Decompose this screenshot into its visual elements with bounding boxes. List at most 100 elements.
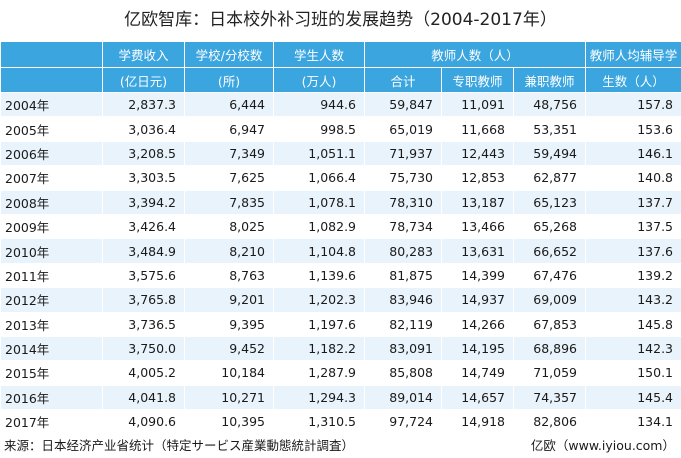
cell-schools: 10,395	[184, 409, 274, 435]
cell-year: 2014年	[0, 335, 103, 362]
cell-schools: 8,763	[184, 262, 274, 289]
cell-tuition: 3,575.6	[102, 262, 185, 289]
data-table: 学费收入 学校/分校数 学生人数 教师人数（人） 教师人均辅导学 (亿日元) (…	[0, 41, 681, 435]
cell-teachers-parttime: 68,896	[512, 335, 587, 362]
header-schools: 学校/分校数	[184, 41, 274, 68]
cell-schools: 8,210	[184, 238, 274, 264]
table-row: 2006年 3,208.5 7,349 1,051.1 71,937 12,443 59,4…	[0, 140, 681, 167]
cell-year: 2007年	[0, 165, 103, 191]
cell-teachers-fulltime: 13,187	[441, 189, 514, 215]
header-students: 学生人数	[273, 41, 365, 68]
cell-ratio: 134.1	[585, 409, 681, 435]
header-teachers: 教师人数（人）	[363, 41, 587, 68]
cell-students: 998.5	[273, 116, 365, 142]
header-year	[0, 41, 103, 68]
cell-schools: 7,625	[184, 165, 274, 191]
header-row-2: (亿日元) (所) (万人) 合计 专职教师 兼职教师 生数（人）	[0, 67, 681, 93]
cell-tuition: 3,750.0	[102, 335, 185, 362]
cell-teachers-fulltime: 12,853	[441, 165, 514, 191]
table-row: 2016年 4,041.8 10,271 1,294.3 89,014 14,657 74,…	[0, 384, 681, 411]
header-teachers-parttime: 兼职教师	[512, 67, 587, 93]
cell-tuition: 4,041.8	[102, 384, 185, 411]
cell-teachers-fulltime: 14,918	[441, 409, 514, 435]
footer: 来源：日本经济产业省统计（特定サービス産業動態統計調査） 亿欧（www.iyio…	[0, 433, 681, 458]
cell-teachers-parttime: 53,351	[512, 116, 587, 142]
cell-students: 1,294.3	[273, 384, 365, 411]
cell-tuition: 3,736.5	[102, 311, 185, 337]
cell-students: 1,139.6	[273, 262, 365, 289]
cell-teachers-parttime: 74,357	[512, 384, 587, 411]
cell-tuition: 4,005.2	[102, 360, 185, 386]
cell-schools: 9,201	[184, 287, 274, 313]
cell-students: 1,287.9	[273, 360, 365, 386]
cell-tuition: 3,765.8	[102, 287, 185, 313]
cell-teachers-fulltime: 12,443	[441, 140, 514, 167]
cell-teachers-total: 85,808	[364, 360, 442, 386]
cell-students: 1,078.1	[273, 189, 365, 215]
cell-teachers-total: 82,119	[364, 311, 442, 337]
cell-teachers-parttime: 65,268	[512, 213, 587, 240]
cell-teachers-fulltime: 14,657	[441, 384, 514, 411]
cell-teachers-parttime: 66,652	[512, 238, 587, 264]
table-row: 2008年 3,394.2 7,835 1,078.1 78,310 13,187 65,1…	[0, 189, 681, 215]
cell-year: 2013年	[0, 311, 103, 337]
cell-tuition: 3,208.5	[102, 140, 185, 167]
table-row: 2005年 3,036.4 6,947 998.5 65,019 11,668 53,351…	[0, 116, 681, 142]
cell-students: 944.6	[273, 91, 365, 118]
cell-students: 1,310.5	[273, 409, 365, 435]
cell-students: 1,082.9	[273, 213, 365, 240]
cell-teachers-fulltime: 11,668	[441, 116, 514, 142]
cell-students: 1,182.2	[273, 335, 365, 362]
cell-teachers-fulltime: 11,091	[441, 91, 514, 118]
cell-schools: 7,835	[184, 189, 274, 215]
cell-ratio: 153.6	[585, 116, 681, 142]
cell-ratio: 146.1	[585, 140, 681, 167]
cell-schools: 8,025	[184, 213, 274, 240]
cell-students: 1,197.6	[273, 311, 365, 337]
cell-ratio: 137.6	[585, 238, 681, 264]
cell-tuition: 3,394.2	[102, 189, 185, 215]
table-row: 2014年 3,750.0 9,452 1,182.2 83,091 14,195 68,8…	[0, 335, 681, 362]
cell-tuition: 3,426.4	[102, 213, 185, 240]
header-ratio: 教师人均辅导学	[585, 41, 681, 68]
cell-teachers-parttime: 71,059	[512, 360, 587, 386]
cell-teachers-total: 97,724	[364, 409, 442, 435]
cell-teachers-fulltime: 14,399	[441, 262, 514, 289]
cell-schools: 9,452	[184, 335, 274, 362]
source-note: 来源：日本经济产业省统计（特定サービス産業動態統計調査）	[4, 438, 355, 453]
cell-teachers-parttime: 59,494	[512, 140, 587, 167]
cell-schools: 6,444	[184, 91, 274, 118]
cell-students: 1,066.4	[273, 165, 365, 191]
cell-year: 2004年	[0, 91, 103, 118]
cell-teachers-total: 81,875	[364, 262, 442, 289]
header-ratio-unit: 生数（人）	[585, 67, 681, 93]
cell-year: 2010年	[0, 238, 103, 264]
header-teachers-fulltime: 专职教师	[441, 67, 514, 93]
cell-schools: 10,184	[184, 360, 274, 386]
table-row: 2004年 2,837.3 6,444 944.6 59,847 11,091 48,756…	[0, 91, 681, 118]
header-tuition: 学费收入	[102, 41, 185, 68]
header-tuition-unit: (亿日元)	[102, 67, 185, 93]
cell-ratio: 139.2	[585, 262, 681, 289]
cell-teachers-parttime: 48,756	[512, 91, 587, 118]
cell-year: 2017年	[0, 409, 103, 435]
cell-ratio: 142.3	[585, 335, 681, 362]
header-teachers-total: 合计	[364, 67, 442, 93]
cell-teachers-total: 83,091	[364, 335, 442, 362]
cell-ratio: 157.8	[585, 91, 681, 118]
cell-teachers-fulltime: 13,631	[441, 238, 514, 264]
brand-credit: 亿欧（www.iyiou.com）	[530, 438, 675, 453]
cell-schools: 6,947	[184, 116, 274, 142]
cell-year: 2005年	[0, 116, 103, 142]
cell-ratio: 145.4	[585, 384, 681, 411]
cell-students: 1,051.1	[273, 140, 365, 167]
header-row-1: 学费收入 学校/分校数 学生人数 教师人数（人） 教师人均辅导学	[0, 41, 681, 68]
cell-year: 2006年	[0, 140, 103, 167]
cell-teachers-parttime: 67,853	[512, 311, 587, 337]
page-title: 亿欧智库：日本校外补习班的发展趋势（2004-2017年）	[124, 10, 557, 30]
cell-teachers-fulltime: 13,466	[441, 213, 514, 240]
cell-teachers-fulltime: 14,266	[441, 311, 514, 337]
cell-teachers-total: 80,283	[364, 238, 442, 264]
table-row: 2012年 3,765.8 9,201 1,202.3 83,946 14,937 69,0…	[0, 287, 681, 313]
cell-ratio: 145.8	[585, 311, 681, 337]
